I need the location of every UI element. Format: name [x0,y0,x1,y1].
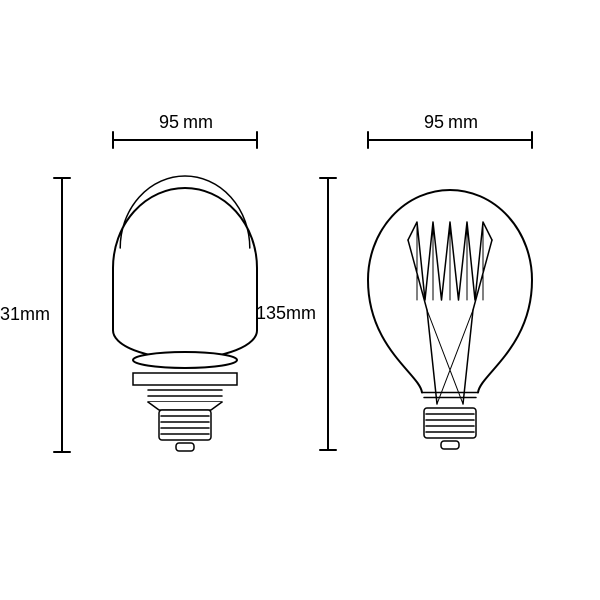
bulb-b-width-dim-unit: mm [448,112,478,132]
bulb-a-width-dim-value: 95 [159,112,179,132]
bulb-b-height-dim-value: 135mm [256,303,316,323]
bulb-dimension-diagram: 95mm131mm95mm135mm [0,0,600,600]
bulb-a-height-dim-value: 131mm [0,304,50,324]
bulb-a-width-dim-unit: mm [183,112,213,132]
bulb-b-width-dim-value: 95 [424,112,444,132]
